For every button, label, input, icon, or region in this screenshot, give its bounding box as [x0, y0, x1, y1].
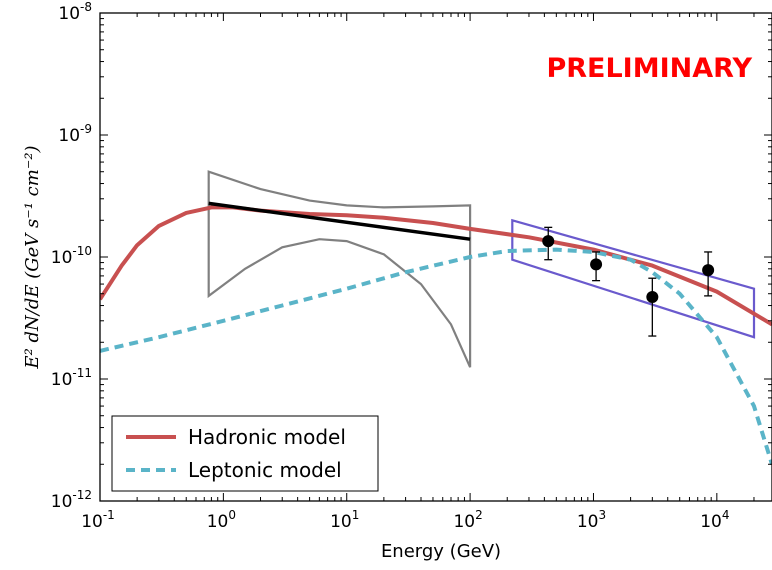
- legend-box: [111, 415, 379, 492]
- legend: Hadronic model Leptonic model: [111, 415, 379, 492]
- y-tick-label: 10-12: [51, 488, 92, 512]
- y-tick-label: 10-10: [51, 244, 92, 268]
- data-point-1: [590, 258, 603, 271]
- plot-frame: [99, 12, 772, 502]
- series-line-2: [208, 201, 471, 241]
- bowtie-0: [207, 170, 472, 368]
- x-tick-label: 103: [577, 508, 606, 532]
- y-tick-label: 10-11: [51, 366, 92, 390]
- data-point-2: [646, 291, 659, 304]
- legend-label-leptonic: Leptonic model: [188, 458, 342, 482]
- series-line-1: [100, 247, 772, 465]
- x-tick-label: 101: [330, 508, 359, 532]
- x-tick-label: 102: [453, 508, 482, 532]
- x-tick-label: 100: [207, 508, 236, 532]
- bowtie-1: [511, 218, 756, 339]
- x-tick-label: 104: [700, 508, 729, 532]
- x-tick-label: 10-1: [81, 508, 115, 532]
- data-point-0: [542, 235, 555, 248]
- legend-label-hadronic: Hadronic model: [188, 425, 346, 449]
- y-axis-label: E² dN/dE (GeV s⁻¹ cm⁻²): [22, 145, 43, 369]
- y-tick-label: 10-8: [58, 0, 92, 24]
- preliminary-annotation: PRELIMINARY: [546, 53, 752, 84]
- x-axis-label: Energy (GeV): [381, 541, 501, 562]
- data-point-3: [702, 264, 715, 277]
- y-tick-label: 10-9: [58, 122, 92, 146]
